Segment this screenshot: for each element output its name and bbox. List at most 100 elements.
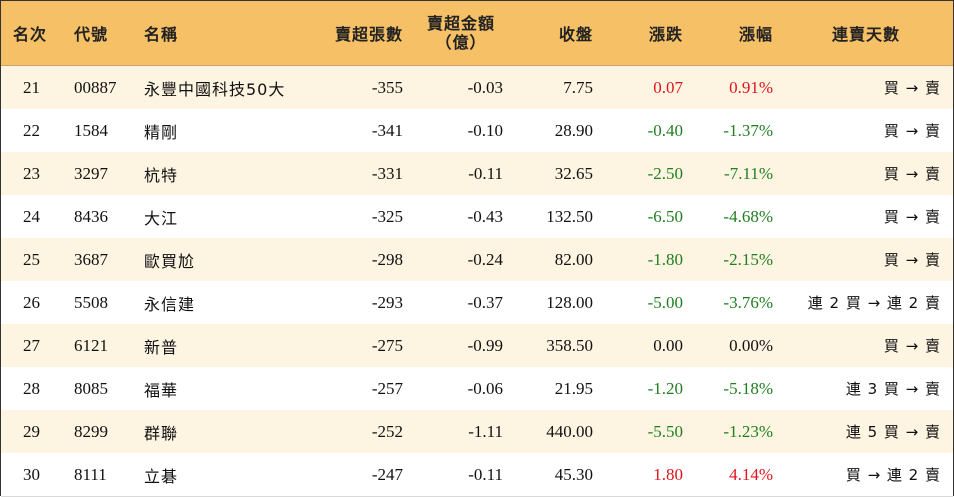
- close-cell: 358.50: [546, 335, 593, 355]
- streak-cell: 買 → 賣: [883, 165, 941, 183]
- header-streak: 連賣天數: [831, 25, 900, 44]
- change-pct-cell: 0.91%: [729, 77, 773, 97]
- header-name: 名稱: [144, 25, 179, 44]
- table-row: 26 5508 永信建 -293 -0.37 128.00 -5.00 -3.76% 連 2 買…: [1, 281, 953, 325]
- header-net-sell-amount-label: 賣超金額: [426, 14, 495, 33]
- streak-cell: 買 → 賣: [883, 208, 941, 226]
- change-pct-cell: -1.37%: [723, 120, 773, 140]
- code-cell: 3297: [74, 163, 108, 183]
- code-cell: 5508: [74, 292, 108, 312]
- streak-cell: 買 → 賣: [883, 79, 941, 97]
- code-cell: 00887: [74, 77, 117, 97]
- code-cell: 8436: [74, 206, 108, 226]
- code-cell: 3687: [74, 249, 108, 269]
- table-row: 24 8436 大江 -325 -0.43 132.50 -6.50 -4.68% 買 → 賣: [1, 195, 953, 239]
- rank-cell: 24: [23, 206, 40, 226]
- close-cell: 32.65: [554, 163, 593, 183]
- change-pct-cell: -7.11%: [724, 163, 773, 183]
- change-pct-cell: -4.68%: [723, 206, 773, 226]
- code-cell: 8299: [74, 421, 108, 441]
- streak-cell: 買 → 賣: [883, 251, 941, 269]
- rank-cell: 21: [23, 77, 40, 97]
- net-sell-lots-cell: -298: [371, 249, 403, 269]
- rank-cell: 22: [23, 120, 40, 140]
- name-cell: 精剛: [144, 122, 179, 142]
- code-cell: 8111: [74, 464, 107, 484]
- streak-cell: 連 3 買 → 賣: [845, 380, 941, 398]
- change-pct-cell: -1.23%: [723, 421, 773, 441]
- rank-cell: 25: [23, 249, 40, 269]
- rank-cell: 27: [23, 335, 40, 355]
- streak-cell: 連 5 買 → 賣: [845, 423, 941, 441]
- streak-cell: 買 → 賣: [883, 337, 941, 355]
- code-cell: 6121: [74, 335, 108, 355]
- header-net-sell-amount: 賣超金額 （億）: [419, 1, 503, 65]
- net-sell-lots-cell: -293: [371, 292, 403, 312]
- change-cell: 0.07: [653, 77, 683, 97]
- close-cell: 28.90: [554, 120, 593, 140]
- net-sell-amount-cell: -0.06: [467, 378, 503, 398]
- change-cell: -2.50: [647, 163, 683, 183]
- net-sell-lots-cell: -325: [371, 206, 403, 226]
- name-cell: 大江: [144, 208, 179, 228]
- header-change-pct: 漲幅: [738, 25, 773, 44]
- close-cell: 440.00: [546, 421, 593, 441]
- streak-cell: 連 2 買 → 連 2 賣: [807, 294, 941, 312]
- table-header: 名次 代號 名稱 賣超張數 賣超金額 （億） 收盤 漲跌 漲幅 連賣天數: [1, 1, 953, 66]
- table-row: 25 3687 歐買尬 -298 -0.24 82.00 -1.80 -2.15% 買 → 賣: [1, 238, 953, 282]
- net-sell-lots-cell: -275: [371, 335, 403, 355]
- table-row: 30 8111 立碁 -247 -0.11 45.30 1.80 4.14% 買 → 連 2 賣: [1, 453, 953, 497]
- net-sell-amount-cell: -0.10: [467, 120, 503, 140]
- name-cell: 群聯: [144, 423, 179, 443]
- rank-cell: 26: [23, 292, 40, 312]
- close-cell: 128.00: [546, 292, 593, 312]
- net-sell-amount-cell: -1.11: [468, 421, 503, 441]
- header-close: 收盤: [558, 25, 593, 44]
- close-cell: 82.00: [554, 249, 593, 269]
- streak-cell: 買 → 連 2 賣: [845, 466, 941, 484]
- rank-cell: 23: [23, 163, 40, 183]
- name-cell: 杭特: [144, 165, 179, 185]
- change-cell: -5.00: [647, 292, 683, 312]
- name-cell: 立碁: [144, 466, 179, 486]
- change-cell: -5.50: [647, 421, 683, 441]
- code-cell: 8085: [74, 378, 108, 398]
- table-row: 28 8085 福華 -257 -0.06 21.95 -1.20 -5.18% 連 3 買 →…: [1, 367, 953, 411]
- table-row: 22 1584 精剛 -341 -0.10 28.90 -0.40 -1.37% 買 → 賣: [1, 109, 953, 153]
- change-pct-cell: 4.14%: [729, 464, 773, 484]
- header-net-sell-lots: 賣超張數: [334, 25, 403, 44]
- table-row: 23 3297 杭特 -331 -0.11 32.65 -2.50 -7.11% 買 → 賣: [1, 152, 953, 196]
- streak-cell: 買 → 賣: [883, 122, 941, 140]
- header-net-sell-amount-unit: （億）: [435, 33, 487, 52]
- net-sell-amount-cell: -0.11: [468, 464, 503, 484]
- net-sell-amount-cell: -0.03: [467, 77, 503, 97]
- change-pct-cell: -5.18%: [723, 378, 773, 398]
- change-cell: -1.80: [647, 249, 683, 269]
- name-cell: 新普: [144, 337, 179, 357]
- header-code: 代號: [74, 25, 109, 44]
- change-cell: -1.20: [647, 378, 683, 398]
- change-cell: 0.00: [653, 335, 683, 355]
- header-rank: 名次: [13, 25, 48, 44]
- net-sell-lots-cell: -331: [371, 163, 403, 183]
- change-cell: -0.40: [647, 120, 683, 140]
- table-row: 29 8299 群聯 -252 -1.11 440.00 -5.50 -1.23% 連 5 買 …: [1, 410, 953, 454]
- rank-cell: 28: [23, 378, 40, 398]
- name-cell: 福華: [144, 380, 179, 400]
- change-cell: -6.50: [647, 206, 683, 226]
- close-cell: 21.95: [554, 378, 593, 398]
- name-cell: 永信建: [144, 294, 196, 314]
- net-sell-amount-cell: -0.43: [467, 206, 503, 226]
- change-cell: 1.80: [653, 464, 683, 484]
- header-change: 漲跌: [648, 25, 683, 44]
- net-sell-lots-cell: -257: [371, 378, 403, 398]
- code-cell: 1584: [74, 120, 108, 140]
- net-sell-lots-cell: -247: [371, 464, 403, 484]
- change-pct-cell: -2.15%: [723, 249, 773, 269]
- close-cell: 45.30: [554, 464, 593, 484]
- rank-cell: 29: [23, 421, 40, 441]
- change-pct-cell: 0.00%: [729, 335, 773, 355]
- table-row: 27 6121 新普 -275 -0.99 358.50 0.00 0.00% 買 → 賣: [1, 324, 953, 368]
- name-cell: 永豐中國科技50大: [144, 79, 286, 99]
